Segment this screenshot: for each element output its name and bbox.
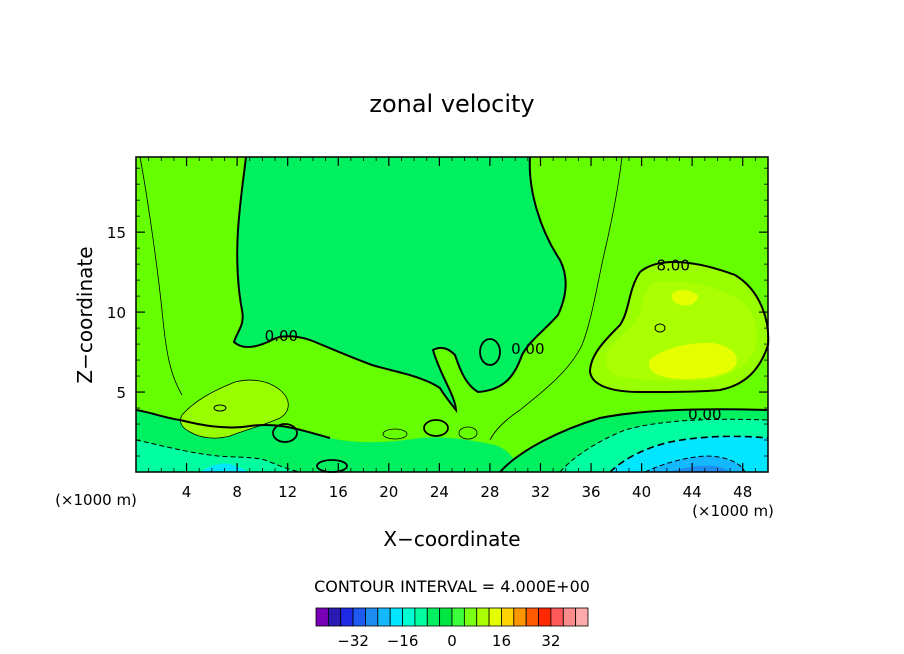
colorbar-swatch [550,607,564,627]
x-axis-label: X−coordinate [383,527,520,551]
x-tick-label: 44 [683,483,702,501]
contour-label: 0.00 [265,327,298,345]
colorbar-ticks: −32 −16 0 16 32 [337,632,560,650]
field-right-16-small [671,290,698,306]
colorbar-swatch [340,607,354,627]
contour-blob-1 [479,338,501,366]
contour-line-neg-left [135,439,301,473]
contour-line-0-bottom [499,408,769,473]
x-unit-right: (×1000 m) [692,502,774,520]
colorbar-swatch [501,607,515,627]
x-tick-label: 28 [480,483,499,501]
colorbar [315,607,589,627]
colorbar-swatch [389,607,403,627]
colorbar-swatch [575,607,589,627]
contour-line-4-lowleft [180,379,289,439]
contour-line-4-right [489,156,623,441]
contour-line-0-left [135,409,331,439]
y-tick-label: 5 [116,384,126,402]
contour-line-8-right [588,261,770,394]
contour-label: 0.00 [688,405,721,423]
colorbar-swatch [476,607,490,627]
contour-blob-4 [272,423,298,443]
colorbar-swatch [525,607,539,627]
y-axis: 5 10 15 [107,167,768,457]
colorbar-swatch [426,607,441,627]
contour-blob-8 [458,426,478,440]
field-right-16 [649,342,737,380]
colorbar-swatch [315,607,329,627]
colorbar-tick-label: −16 [387,632,419,650]
x-tick-label: 24 [430,483,449,501]
contour-label: 8.00 [656,257,689,275]
colorbar-tick-label: 16 [492,632,511,650]
colorbar-swatch [352,607,366,627]
y-tick-label: 15 [107,224,126,242]
colorbar-swatch [402,607,416,627]
colorbar-swatch [414,607,428,627]
colorbar-swatch [451,607,465,627]
contour-field [136,157,769,472]
contour-blob-6 [213,404,227,412]
field-lower-left-pos [180,380,289,439]
contour-line-neg8 [609,435,769,473]
colorbar-tick-label: 32 [541,632,560,650]
x-tick-label: 4 [182,483,192,501]
x-tick-label: 8 [232,483,242,501]
colorbar-swatch [562,607,577,627]
colorbar-swatch [513,607,527,627]
chart-title: zonal velocity [369,90,534,118]
colorbar-swatch [377,607,391,627]
contour-line-4-left [139,156,183,396]
contour-line-0-center [232,156,567,414]
y-tick-label: 10 [107,304,126,322]
colorbar-tick-label: −32 [337,632,369,650]
contour-blob-7 [382,428,408,440]
x-tick-label: 20 [379,483,398,501]
y-axis-label: Z−coordinate [73,246,97,383]
contour-lines [135,156,770,473]
x-tick-label: 48 [733,483,752,501]
x-tick-label: 32 [531,483,550,501]
colorbar-swatch [365,607,379,627]
x-tick-label: 40 [632,483,651,501]
colorbar-swatch [327,607,342,627]
contour-labels: 0.00 0.00 8.00 0.00 [265,257,722,424]
x-tick-label: 12 [278,483,297,501]
field-bottom-right-neg16 [670,465,730,472]
contour-interval: CONTOUR INTERVAL = 4.000E+00 [314,577,590,596]
colorbar-swatch [488,607,502,627]
x-tick-label: 16 [329,483,348,501]
contour-blob-3 [654,323,666,333]
colorbar-swatch [439,607,453,627]
contour-blob-2 [423,419,449,437]
contour-label: 0.00 [511,340,544,358]
colorbar-tick-label: 0 [447,632,457,650]
x-unit-left: (×1000 m) [55,491,137,509]
x-axis: 4 8 12 16 20 24 28 32 36 40 44 48 [148,157,756,501]
contour-line-neg4 [559,418,769,473]
field-center-zero [234,157,566,410]
x-tick-label: 36 [581,483,600,501]
contour-line-neg12 [644,455,746,473]
colorbar-swatch [538,607,552,627]
colorbar-swatch [463,607,478,627]
